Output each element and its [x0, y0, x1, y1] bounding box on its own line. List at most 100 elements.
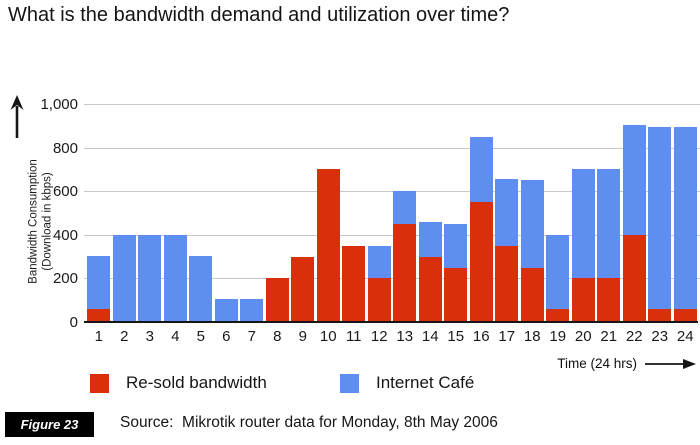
bar-hour-17	[495, 179, 519, 322]
bar-hour-1	[87, 255, 111, 322]
segment-resold-bandwidth	[622, 234, 646, 322]
segment-resold-bandwidth	[520, 267, 544, 322]
segment-internet-cafe	[163, 234, 187, 322]
segment-internet-cafe	[393, 191, 417, 224]
segment-resold-bandwidth	[648, 308, 672, 322]
segment-resold-bandwidth	[87, 308, 111, 322]
x-tick-label: 17	[498, 328, 516, 345]
y-tick-label: 0	[69, 314, 78, 331]
segment-internet-cafe	[367, 245, 391, 279]
segment-internet-cafe	[673, 126, 697, 309]
bar-hour-11	[342, 245, 366, 322]
source-text: Source: Mikrotik router data for Monday,…	[120, 414, 498, 431]
bar-hour-14	[418, 221, 442, 322]
bar-hour-8	[265, 278, 289, 322]
y-tick-label: 200	[52, 270, 78, 288]
x-axis-label-row: Time (24 hrs)	[557, 356, 696, 371]
bar-hour-5	[189, 255, 213, 322]
bar-hour-13	[393, 191, 417, 322]
x-tick-label: 16	[472, 328, 490, 345]
x-tick-label: 21	[600, 328, 618, 345]
segment-internet-cafe	[189, 255, 213, 322]
bar-hour-2	[112, 234, 136, 322]
bar-hour-23	[648, 126, 672, 322]
y-tick-label: 800	[52, 139, 78, 157]
segment-resold-bandwidth	[673, 308, 697, 322]
figure-badge: Figure 23	[5, 412, 94, 437]
gridline	[84, 104, 700, 105]
segment-resold-bandwidth	[265, 278, 289, 322]
bar-hour-4	[163, 234, 187, 322]
segment-resold-bandwidth	[316, 169, 340, 322]
bar-hour-16	[469, 136, 493, 322]
x-tick-label: 3	[145, 328, 154, 345]
x-tick-label: 1	[94, 328, 103, 345]
gridline	[84, 234, 700, 236]
segment-resold-bandwidth	[367, 278, 391, 322]
segment-internet-cafe	[622, 124, 646, 235]
segment-resold-bandwidth	[495, 245, 519, 322]
x-axis-tick-labels: 1 2 3 4 5 6 7 8 9 10 11 12 13 14 15 16 17 18 19 20 21 22 23 24	[86, 328, 698, 348]
x-tick-label: 24	[676, 328, 694, 345]
bar-hour-15	[444, 223, 468, 322]
right-arrow-icon	[645, 358, 696, 369]
page-title: What is the bandwidth demand and utiliza…	[8, 4, 510, 26]
segment-resold-bandwidth	[342, 245, 366, 322]
segment-resold-bandwidth	[571, 278, 595, 322]
legend-label-cafe: Internet Café	[376, 373, 475, 392]
segment-internet-cafe	[240, 299, 264, 322]
gridline	[84, 191, 700, 193]
bar-hour-18	[520, 180, 544, 322]
bar-hour-6	[214, 299, 238, 322]
x-tick-label: 5	[196, 328, 205, 345]
x-tick-label: 4	[171, 328, 180, 345]
segment-internet-cafe	[444, 223, 468, 268]
x-tick-label: 23	[651, 328, 669, 345]
segment-internet-cafe	[571, 169, 595, 279]
x-axis-line	[84, 321, 698, 323]
gridline	[84, 278, 700, 280]
segment-resold-bandwidth	[444, 267, 468, 322]
bar-hour-9	[291, 256, 315, 322]
bar-hour-20	[571, 169, 595, 322]
bar-hour-3	[138, 234, 162, 322]
figure-badge-label: Figure 23	[20, 417, 79, 432]
x-tick-label: 13	[396, 328, 414, 345]
segment-resold-bandwidth	[393, 223, 417, 322]
x-tick-label: 20	[574, 328, 592, 345]
bar-hour-10	[316, 169, 340, 322]
segment-resold-bandwidth	[597, 278, 621, 322]
legend-label-resold: Re-sold bandwidth	[126, 373, 267, 392]
segment-internet-cafe	[597, 169, 621, 279]
resold-swatch-icon	[90, 373, 109, 393]
segment-internet-cafe	[469, 136, 493, 203]
segment-internet-cafe	[648, 126, 672, 309]
legend-item-resold: Re-sold bandwidth	[90, 373, 267, 393]
x-tick-label: 15	[447, 328, 465, 345]
plot-area	[84, 104, 700, 322]
cafe-swatch-icon	[340, 373, 359, 393]
bar-hour-7	[240, 299, 264, 322]
segment-internet-cafe	[87, 255, 111, 309]
segment-resold-bandwidth	[469, 202, 493, 322]
segment-resold-bandwidth	[546, 308, 570, 322]
x-tick-label: 19	[549, 328, 567, 345]
x-tick-label: 6	[222, 328, 231, 345]
y-tick-label: 600	[52, 183, 78, 201]
segment-resold-bandwidth	[418, 256, 442, 322]
segment-internet-cafe	[112, 234, 136, 322]
y-tick-label: 1,000	[40, 96, 78, 113]
legend-item-cafe: Internet Café	[340, 373, 474, 393]
y-axis-up-arrow-icon	[10, 95, 24, 138]
bar-hour-21	[597, 169, 621, 322]
x-tick-label: 8	[273, 328, 282, 345]
x-tick-label: 7	[247, 328, 256, 345]
bar-hour-19	[546, 234, 570, 322]
segment-internet-cafe	[546, 234, 570, 309]
segment-internet-cafe	[520, 180, 544, 268]
x-axis-label: Time (24 hrs)	[557, 356, 637, 371]
x-tick-label: 11	[345, 328, 362, 345]
bar-hour-22	[622, 124, 646, 322]
x-tick-label: 14	[421, 328, 439, 345]
